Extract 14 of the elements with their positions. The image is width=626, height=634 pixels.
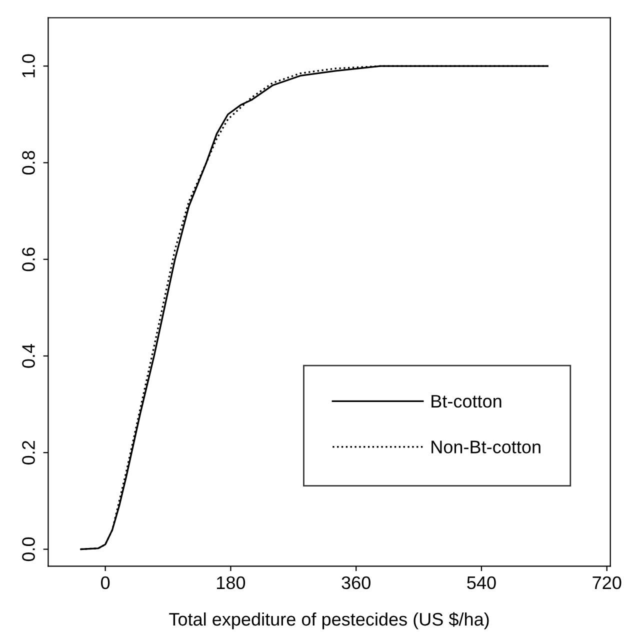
y-tick-label: 0.4	[22, 344, 35, 368]
legend-label: Non-Bt-cotton	[432, 440, 540, 454]
y-tick-label: 0.8	[22, 150, 35, 175]
x-tick-label: 720	[592, 576, 622, 590]
y-tick-label: 1.0	[22, 54, 35, 78]
y-tick-label: 0.2	[22, 440, 35, 464]
x-tick-label: 180	[217, 576, 246, 590]
legend-label: Bt-cotton	[432, 395, 502, 408]
x-axis-title: Total expediture of pestecides (US $/ha)	[169, 612, 489, 630]
x-tick-label: 360	[342, 576, 370, 590]
x-tick-label: 540	[467, 576, 496, 590]
y-tick-label: 0.0	[22, 537, 35, 562]
x-tick-label: 0	[101, 576, 110, 590]
y-tick-label: 0.6	[22, 248, 35, 272]
